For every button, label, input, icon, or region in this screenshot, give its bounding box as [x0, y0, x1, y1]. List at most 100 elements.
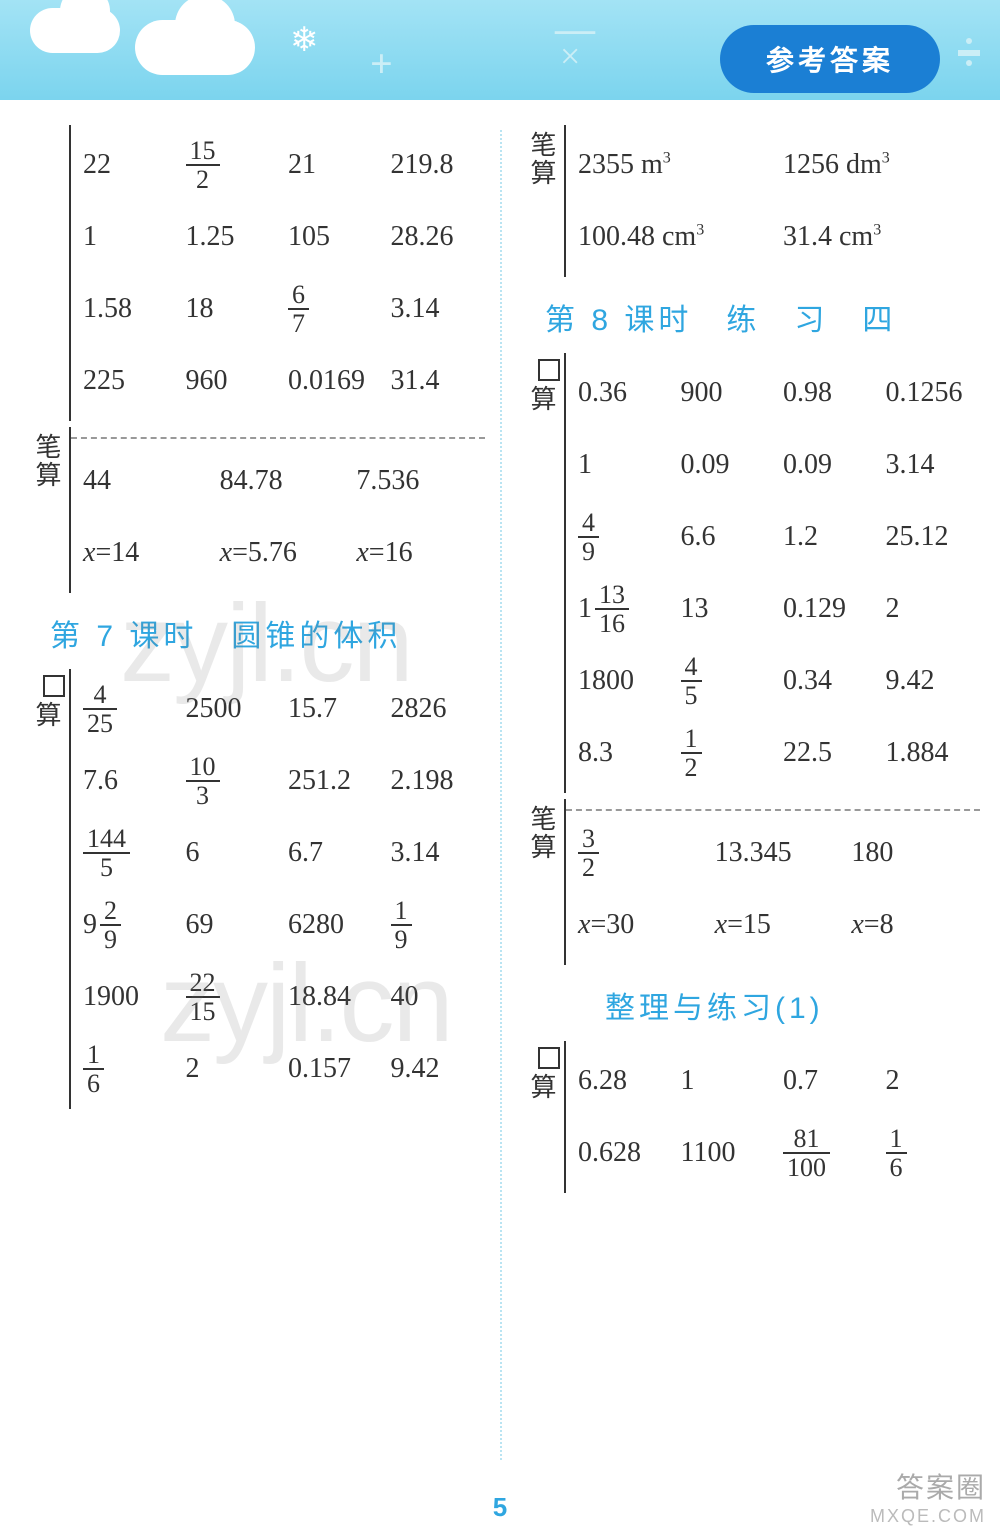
answer-row: 8.31222.51.884	[578, 717, 980, 789]
answer-cell: x=16	[356, 537, 485, 569]
answer-cell: 103	[186, 753, 281, 810]
answer-cell: 67	[288, 281, 383, 338]
answer-cell: 2355 m3	[578, 149, 775, 181]
answer-row: 2215221219.8	[83, 129, 485, 201]
answer-cell: 13	[681, 593, 776, 625]
answer-cell: 1	[681, 1065, 776, 1097]
zl-kousuan-grid: 6.2810.720.62811008110016	[564, 1041, 980, 1193]
answer-cell: x=15	[715, 909, 844, 941]
snowflake-icon: ❄	[290, 20, 319, 60]
answer-cell: 7.536	[356, 465, 485, 497]
sec8-kousuan-grid: 0.369000.980.125610.090.093.14496.61.225…	[564, 353, 980, 793]
answer-cell: 1256 dm3	[783, 149, 980, 181]
answer-cell: 18	[186, 293, 281, 325]
answer-row: 0.62811008110016	[578, 1117, 980, 1189]
answer-cell: 11316	[578, 581, 673, 638]
answer-cell: 1445	[83, 825, 178, 882]
sec7-kousuan-grid: 425250015.728267.6103251.22.198144566.73…	[69, 669, 485, 1109]
answer-row: 7.6103251.22.198	[83, 745, 485, 817]
answer-row: 4484.787.536	[83, 445, 485, 517]
watermark-url: MXQE.COM	[870, 1506, 986, 1527]
answer-cell: 100.48 cm3	[578, 221, 775, 253]
right-column: 笔算 2355 m31256 dm3100.48 cm331.4 cm3 第 8…	[505, 125, 980, 1199]
answer-cell: 1.25	[186, 221, 281, 253]
answer-cell: 1	[83, 221, 178, 253]
answer-cell: 19	[391, 897, 486, 954]
answer-cell: 105	[288, 221, 383, 253]
bisuan-label: 笔算	[523, 799, 564, 965]
answer-row: 1900221518.8440	[83, 961, 485, 1033]
answer-cell: 7.6	[83, 765, 178, 797]
answer-cell: 425	[83, 681, 178, 738]
section-zl-title: 整理与练习(1)	[605, 983, 980, 1027]
answer-cell: 2	[186, 1053, 281, 1085]
cloud-decoration	[135, 20, 255, 75]
answer-cell: 0.7	[783, 1065, 878, 1097]
answer-cell: 22	[83, 149, 178, 181]
answer-cell: 8.3	[578, 737, 673, 769]
answer-cell: 225	[83, 365, 178, 397]
answer-cell: 28.26	[391, 221, 486, 253]
answer-cell: x=8	[851, 909, 980, 941]
answer-cell: 6280	[288, 909, 383, 941]
answer-row: 144566.73.14	[83, 817, 485, 889]
answer-cell: 21	[288, 149, 383, 181]
divide-icon	[966, 60, 972, 66]
answer-row: 0.369000.980.1256	[578, 357, 980, 429]
divide-icon	[966, 38, 972, 44]
left-bisuan-block: 笔算 4484.787.536x=14x=5.76x=16	[28, 427, 485, 593]
answer-cell: 251.2	[288, 765, 383, 797]
answer-cell: 16	[83, 1041, 178, 1098]
answer-cell: 960	[186, 365, 281, 397]
answer-cell: 49	[578, 509, 673, 566]
answer-cell: 18.84	[288, 981, 383, 1013]
answer-cell: 0.09	[783, 449, 878, 481]
answer-cell: 1.58	[83, 293, 178, 325]
bisuan-label: 笔算	[523, 125, 564, 277]
answer-row: 2355 m31256 dm3	[578, 129, 980, 201]
answer-cell: 929	[83, 897, 178, 954]
answer-row: 496.61.225.12	[578, 501, 980, 573]
answer-row: x=14x=5.76x=16	[83, 517, 485, 589]
left-top-grid: 2215221219.811.2510528.261.5818673.14225…	[69, 125, 485, 421]
answer-cell: 1800	[578, 665, 673, 697]
answer-cell: 69	[186, 909, 281, 941]
zl-kousuan-block: 算 6.2810.720.62811008110016	[523, 1041, 980, 1193]
plus-icon: +	[370, 40, 393, 87]
answer-cell: 3.14	[886, 449, 981, 481]
answer-row: 1620.1579.42	[83, 1033, 485, 1105]
answer-cell: 1.884	[886, 737, 981, 769]
answer-cell: 32	[578, 825, 707, 882]
answer-row: 11316130.1292	[578, 573, 980, 645]
answer-cell: 0.628	[578, 1137, 673, 1169]
answer-cell: 6.6	[681, 521, 776, 553]
answer-key-pill: 参考答案	[720, 25, 940, 93]
answer-cell: 0.129	[783, 593, 878, 625]
left-column: 算 2215221219.811.2510528.261.5818673.142…	[20, 125, 495, 1199]
sec7-kousuan-block: 算 425250015.728267.6103251.22.198144566.…	[28, 669, 485, 1109]
answer-cell: 6	[186, 837, 281, 869]
answer-cell: 25.12	[886, 521, 981, 553]
right-top-grid: 2355 m31256 dm3100.48 cm331.4 cm3	[564, 125, 980, 277]
answer-cell: 0.98	[783, 377, 878, 409]
answer-cell: 0.1256	[886, 377, 981, 409]
answer-cell: x=30	[578, 909, 707, 941]
answer-row: x=30x=15x=8	[578, 889, 980, 961]
answer-cell: 9.42	[886, 665, 981, 697]
answer-cell: 2215	[186, 969, 281, 1026]
watermark-text: 答案圈	[870, 1466, 986, 1506]
answer-row: 3213.345180	[578, 817, 980, 889]
cloud-decoration	[30, 8, 120, 53]
answer-cell: 1100	[681, 1137, 776, 1169]
answer-cell: 0.157	[288, 1053, 383, 1085]
kousuan-label: 算	[28, 669, 69, 1109]
answer-cell: 180	[851, 837, 980, 869]
answer-cell: 0.09	[681, 449, 776, 481]
answer-cell: 1900	[83, 981, 178, 1013]
section-8-title: 第 8 课时 练 习 四	[545, 295, 980, 339]
answer-cell: 44	[83, 465, 212, 497]
answer-cell: 6.7	[288, 837, 383, 869]
answer-cell: 1.2	[783, 521, 878, 553]
left-top-block: 算 2215221219.811.2510528.261.5818673.142…	[28, 125, 485, 421]
answer-row: 11.2510528.26	[83, 201, 485, 273]
